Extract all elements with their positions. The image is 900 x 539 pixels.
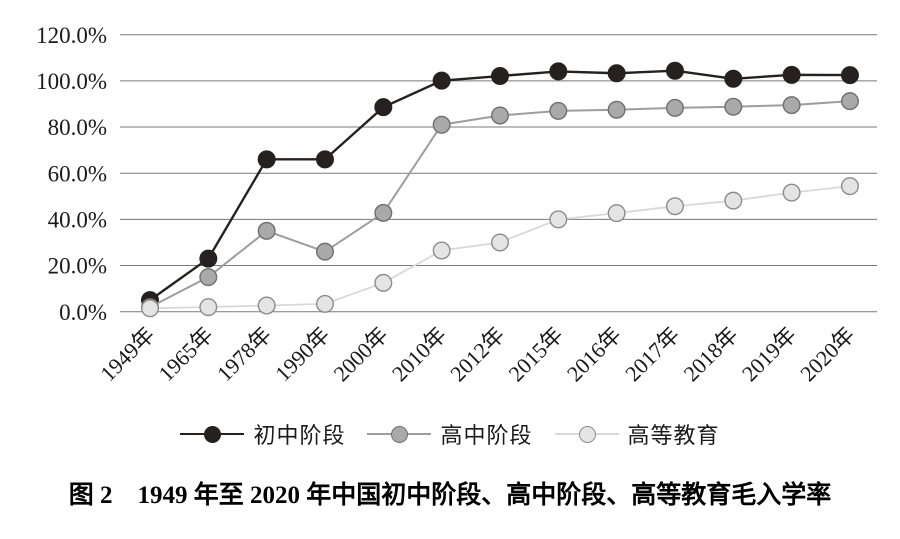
y-axis-tick-label: 100.0%	[36, 69, 107, 94]
x-axis-tick-label: 2012年	[445, 322, 509, 386]
legend-marker-icon	[367, 425, 432, 443]
data-point-marker	[315, 242, 334, 261]
data-point-marker	[607, 100, 626, 119]
y-axis-tick-label: 20.0%	[48, 254, 107, 279]
y-axis-tick-label: 40.0%	[48, 207, 107, 232]
data-point-marker	[549, 101, 568, 120]
data-point-marker	[840, 66, 859, 85]
data-point-marker	[782, 183, 801, 202]
y-axis-tick-label: 0.0%	[59, 300, 107, 325]
legend-marker-icon	[180, 425, 245, 443]
legend-item-初中阶段: 初中阶段	[180, 418, 345, 450]
series-高中阶段	[140, 92, 859, 317]
data-point-marker	[490, 233, 509, 252]
figure-caption: 图 2 1949 年至 2020 年中国初中阶段、高中阶段、高等教育毛入学率	[68, 482, 832, 509]
data-point-marker	[257, 221, 276, 240]
data-point-marker	[432, 71, 451, 90]
x-axis-tick-label: 2000年	[328, 322, 392, 386]
data-point-marker	[665, 98, 684, 117]
legend-marker-icon	[554, 425, 619, 443]
data-point-marker	[724, 97, 743, 116]
x-axis-tick-label: 2017年	[620, 322, 684, 386]
data-point-marker	[607, 204, 626, 223]
data-point-marker	[724, 69, 743, 88]
series-初中阶段	[140, 61, 859, 310]
data-point-marker	[199, 298, 218, 317]
series-高等教育	[140, 177, 859, 318]
x-axis-tick-label: 2020年	[795, 322, 859, 386]
enrollment-rate-line-chart: 0.0% 20.0% 40.0% 60.0% 80.0% 100.0% 120.0% 1949…	[36, 23, 877, 386]
legend-label: 初中阶段	[253, 423, 346, 448]
data-point-marker	[199, 268, 218, 287]
x-axis-tick-label: 2015年	[503, 322, 567, 386]
data-point-marker	[665, 197, 684, 216]
x-axis-tick-label: 2018年	[678, 322, 742, 386]
y-axis-tick-label: 120.0%	[36, 23, 107, 48]
data-point-marker	[490, 67, 509, 86]
data-point-marker	[490, 106, 509, 125]
y-axis-tick-label: 60.0%	[48, 161, 107, 186]
x-axis-tick-label: 2010年	[387, 322, 451, 386]
x-axis-tick-label: 1949年	[95, 322, 159, 386]
chart-legend: 初中阶段 高中阶段 高等教育	[0, 417, 900, 451]
x-axis-tick-label: 1965年	[154, 322, 218, 386]
data-point-marker	[607, 64, 626, 83]
data-point-marker	[315, 150, 334, 169]
data-point-marker	[840, 92, 859, 111]
legend-label: 高中阶段	[440, 423, 533, 448]
data-point-marker	[782, 96, 801, 115]
x-axis-tick-label: 1990年	[270, 322, 334, 386]
data-point-marker	[374, 273, 393, 292]
y-axis-tick-label: 80.0%	[48, 115, 107, 140]
x-axis-tick-label: 1978年	[212, 322, 276, 386]
data-point-marker	[782, 65, 801, 84]
data-point-marker	[549, 210, 568, 229]
data-point-marker	[257, 150, 276, 169]
data-point-marker	[257, 296, 276, 315]
legend-label: 高等教育	[627, 423, 720, 448]
data-point-marker	[432, 115, 451, 134]
x-axis-tick-label: 2019年	[737, 322, 801, 386]
data-point-marker	[840, 177, 859, 196]
data-point-marker	[374, 203, 393, 222]
series-line	[149, 100, 851, 308]
data-point-marker	[199, 249, 218, 268]
x-axis-tick-label: 2016年	[562, 322, 626, 386]
data-point-marker	[724, 191, 743, 210]
data-point-marker	[549, 62, 568, 81]
data-point-marker	[432, 241, 451, 260]
legend-item-高等教育: 高等教育	[554, 418, 720, 450]
data-point-marker	[140, 299, 159, 318]
data-point-marker	[374, 98, 393, 117]
data-point-marker	[315, 294, 334, 313]
legend-item-高中阶段: 高中阶段	[367, 418, 532, 450]
data-point-marker	[665, 61, 684, 80]
